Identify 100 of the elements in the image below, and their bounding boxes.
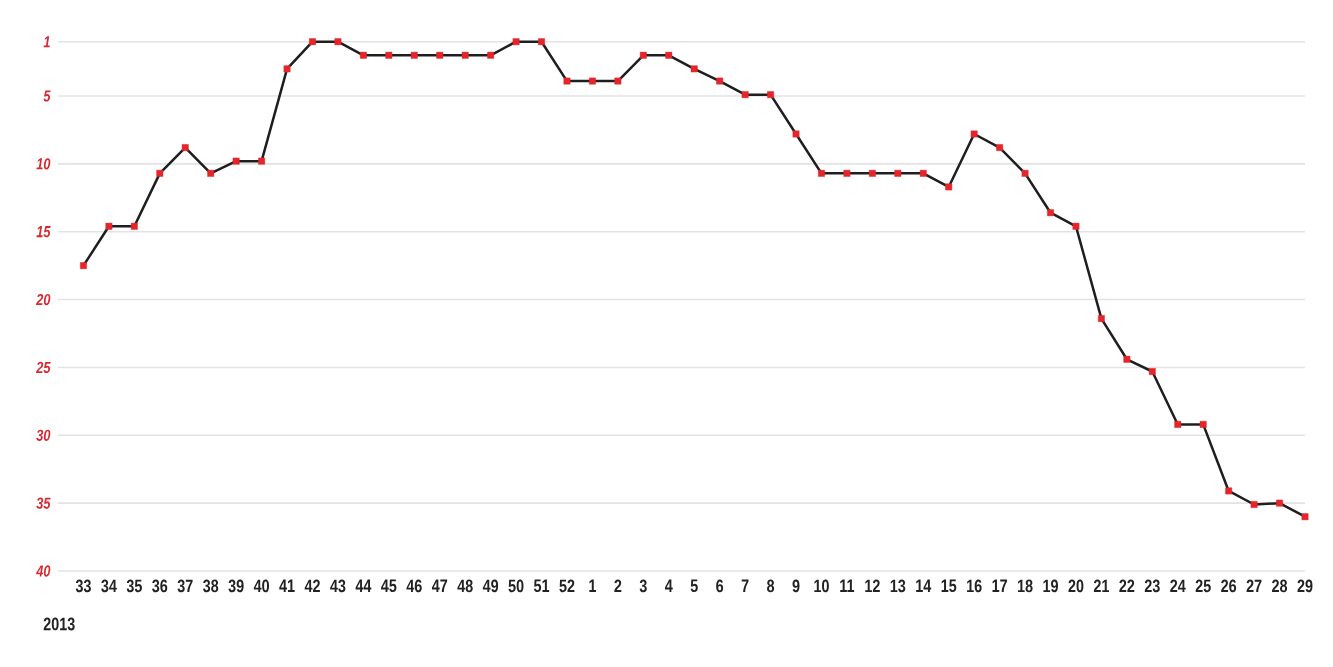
point [334,38,342,46]
x-tick-label: 52 [559,579,575,593]
x-tick-label: 50 [508,579,524,593]
y-tick-label: 40 [36,565,51,577]
point [156,169,164,177]
point [945,183,953,191]
x-tick-label: 51 [533,579,550,593]
point [843,169,851,177]
x-tick-label: 22 [1119,579,1135,593]
x-tick-label: 8 [767,579,775,593]
x-tick-label: 11 [840,579,855,592]
point [1072,222,1080,230]
x-tick-label: 34 [101,579,117,593]
point [767,91,774,99]
x-tick-label: 27 [1246,579,1262,593]
point [818,169,825,177]
point [207,169,215,177]
y-tick-label: 1 [43,36,50,48]
y-tick-label: 5 [43,90,51,102]
text: 2013 [43,617,75,631]
y-tick-label: 30 [36,429,51,441]
x-tick-label: 24 [1170,579,1186,593]
point [1199,421,1207,428]
point [232,157,240,165]
x-tick-label: 33 [75,579,91,593]
point [716,77,724,85]
x-tick-label: 16 [967,579,982,593]
x-tick-label: 44 [355,579,372,592]
x-tick-label: 23 [1144,579,1160,593]
x-tick-label: 45 [381,579,397,593]
x-tick-label: 19 [1043,579,1058,593]
x-tick-label: 41 [279,579,295,592]
x-tick-label: 2 [614,579,622,593]
point [258,157,265,165]
x-tick-label: 40 [253,579,270,593]
x-tick-label: 43 [330,579,346,593]
point [792,130,800,138]
point [665,51,673,59]
x-tick-label: 28 [1272,579,1288,593]
x-tick-label: 9 [792,579,800,593]
point [1047,209,1054,217]
point [181,144,189,151]
x-tick-label: 5 [690,579,698,593]
point [868,169,876,177]
x-tick-label: 48 [457,579,473,593]
x-tick-label: 37 [177,579,193,593]
x-tick-label: 39 [228,579,244,593]
x-tick-label: 13 [890,579,906,593]
point [614,77,622,85]
x-tick-label: 18 [1017,579,1033,593]
point [1301,513,1309,521]
point [105,222,113,230]
x-tick-label: 42 [304,579,320,593]
point [130,222,138,230]
x-tick-label: 6 [716,579,724,593]
x-tick-label: 35 [126,579,142,593]
point [385,51,393,59]
point [690,65,698,73]
x-tick-label: 7 [741,579,749,592]
point [359,51,367,59]
point [410,51,418,59]
point [1098,315,1105,322]
x-tick-label: 15 [941,579,957,593]
point [1276,499,1283,507]
point [563,77,571,85]
x-tick-label: 12 [865,579,880,593]
y-tick-label: 20 [36,293,51,306]
y-tick-label: 15 [36,226,51,238]
point [512,38,520,46]
y-tick-label: 10 [36,158,51,170]
point [639,51,647,59]
point [487,51,495,59]
point [283,65,291,73]
point [589,77,596,85]
point [461,51,469,59]
x-tick-label: 38 [203,579,219,593]
x-tick-label: 36 [152,579,168,593]
point [1250,501,1258,508]
point [309,38,316,46]
point [1225,487,1233,495]
y-tick-label: 25 [36,361,51,374]
point [80,262,87,270]
x-tick-label: 1 [589,579,597,592]
x-tick-label: 4 [664,579,673,592]
x-tick-label: 49 [482,579,499,593]
point [996,144,1004,151]
point [436,51,444,59]
x-tick-label: 21 [1093,579,1110,593]
x-tick-label: 25 [1195,579,1211,593]
x-tick-label: 14 [916,579,932,592]
x-tick-label: 10 [814,579,829,593]
point [538,38,545,46]
point [1148,368,1156,375]
x-tick-label: 29 [1297,579,1313,593]
x-tick-label: 47 [431,579,448,592]
x-tick-label: 20 [1068,579,1084,593]
point [1123,355,1131,363]
point [970,130,978,138]
x-tick-label: 3 [639,579,647,593]
point [741,91,749,99]
